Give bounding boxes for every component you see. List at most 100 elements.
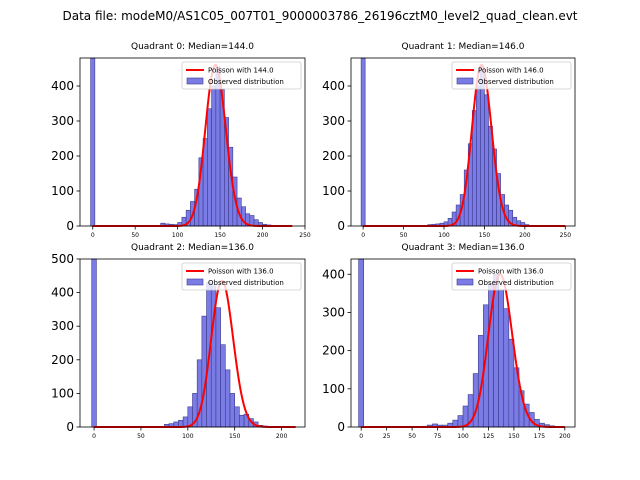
histogram-bar [225, 369, 231, 428]
y-tick-label: 500 [51, 252, 74, 266]
y-tick-label: 0 [66, 420, 74, 434]
x-tick-label: 200 [257, 232, 269, 239]
x-tick-label: 50 [137, 433, 145, 440]
y-tick-label: 100 [322, 382, 345, 396]
legend-label-fit: Poisson with 146.0 [478, 67, 544, 75]
y-tick-label: 200 [51, 149, 74, 163]
histogram-bar [215, 307, 221, 428]
histogram-bar [503, 308, 510, 428]
legend-label-observed: Observed distribution [478, 78, 554, 86]
legend-label-fit: Poisson with 136.0 [478, 268, 544, 276]
y-tick-label: 0 [337, 420, 345, 434]
y-tick-label: 200 [322, 149, 345, 163]
x-tick-label: 150 [508, 433, 520, 440]
histogram-bar-zero [90, 57, 96, 227]
x-tick-label: 150 [229, 433, 241, 440]
legend: Poisson with 136.0 Observed distribution [181, 262, 302, 291]
x-tick-label: 200 [519, 232, 531, 239]
y-tick-label: 100 [51, 386, 74, 400]
histogram-bar [201, 315, 207, 428]
y-tick-label: 200 [322, 344, 345, 358]
y-tick-label: 300 [322, 305, 345, 319]
legend-bar-swatch [456, 278, 474, 286]
y-tick-label: 100 [322, 184, 345, 198]
x-tick-label: 0 [91, 232, 95, 239]
histogram-bar [234, 406, 240, 428]
y-tick-label: 100 [51, 184, 74, 198]
histogram-bar [508, 338, 515, 428]
legend: Poisson with 136.0 Observed distribution [451, 262, 572, 291]
y-tick-label: 300 [322, 114, 345, 128]
x-tick-label: 0 [92, 433, 96, 440]
panel-title: Quadrant 2: Median=136.0 [131, 243, 254, 253]
x-tick-label: 100 [438, 232, 450, 239]
x-tick-label: 75 [434, 433, 442, 440]
legend-box [181, 61, 302, 90]
figure-title: Data file: modeM0/AS1C05_007T01_90000037… [62, 9, 577, 23]
legend: Poisson with 146.0 Observed distribution [451, 61, 572, 90]
histogram-bar-zero [91, 258, 97, 428]
histogram-bar [484, 94, 489, 227]
legend-box [451, 61, 572, 90]
x-tick-label: 100 [457, 433, 469, 440]
x-tick-label: 150 [479, 232, 491, 239]
y-tick-label: 400 [322, 79, 345, 93]
legend-label-fit: Poisson with 136.0 [208, 268, 274, 276]
histogram-bar [239, 414, 245, 428]
axes-frame [350, 57, 576, 227]
x-tick-label: 50 [408, 433, 416, 440]
histogram-bar-zero [358, 258, 365, 428]
x-tick-label: 25 [383, 433, 391, 440]
histogram-bar-zero [360, 57, 366, 227]
legend-label-observed: Observed distribution [478, 279, 554, 287]
y-tick-label: 400 [51, 79, 74, 93]
quadrant-0-chart: 0 50 100 150 200 250 0 100 200 300 400 Quadrant 0: … [51, 42, 311, 239]
legend: Poisson with 144.0 Observed distribution [181, 61, 302, 90]
y-tick-label: 400 [51, 286, 74, 300]
axes-frame [79, 258, 306, 428]
y-tick-label: 400 [322, 267, 345, 281]
x-tick-label: 50 [131, 232, 139, 239]
histogram-bar [211, 85, 217, 227]
y-tick-label: 300 [51, 114, 74, 128]
y-tick-label: 200 [51, 353, 74, 367]
legend-box [451, 262, 572, 291]
x-tick-label: 175 [534, 433, 546, 440]
x-tick-label: 100 [172, 232, 184, 239]
legend-box [181, 262, 302, 291]
x-tick-label: 150 [214, 232, 226, 239]
histogram-bar [476, 85, 481, 227]
legend-bar-swatch [186, 278, 204, 286]
axes-frame [79, 57, 306, 227]
x-tick-label: 125 [483, 433, 495, 440]
quadrant-1-chart: 0 50 100 150 200 250 0 100 200 300 400 Quadrant 1: … [322, 42, 576, 239]
y-tick-label: 0 [66, 219, 74, 233]
x-tick-label: 100 [182, 433, 194, 440]
x-tick-label: 200 [276, 433, 288, 440]
histogram-bar [498, 289, 505, 428]
histogram-bar [457, 415, 464, 428]
legend-label-fit: Poisson with 144.0 [208, 67, 274, 75]
quadrant-3-chart: 0 25 50 75 100 125 150 175 200 0 100 200 300 400 Quadr… [322, 243, 576, 440]
x-tick-label: 250 [560, 232, 572, 239]
histogram-bar [472, 373, 479, 428]
x-tick-label: 0 [359, 433, 363, 440]
histogram-bar [220, 344, 226, 428]
histogram-bar [215, 66, 221, 227]
x-tick-label: 200 [559, 433, 571, 440]
y-tick-label: 0 [337, 219, 345, 233]
x-tick-label: 50 [400, 232, 408, 239]
histogram-bar [207, 108, 212, 227]
quadrant-2-chart: 0 50 100 150 200 0 100 200 300 400 500 Quadrant 2: … [51, 243, 306, 440]
legend-label-observed: Observed distribution [208, 279, 284, 287]
x-tick-label: 0 [361, 232, 365, 239]
legend-label-observed: Observed distribution [208, 78, 284, 86]
histogram-bar [480, 66, 485, 227]
panel-title: Quadrant 0: Median=144.0 [131, 42, 254, 52]
legend-bar-swatch [186, 77, 204, 85]
histogram-bar [229, 393, 235, 428]
legend-bar-swatch [456, 77, 474, 85]
panel-title: Quadrant 1: Median=146.0 [402, 42, 525, 52]
y-tick-label: 300 [51, 319, 74, 333]
